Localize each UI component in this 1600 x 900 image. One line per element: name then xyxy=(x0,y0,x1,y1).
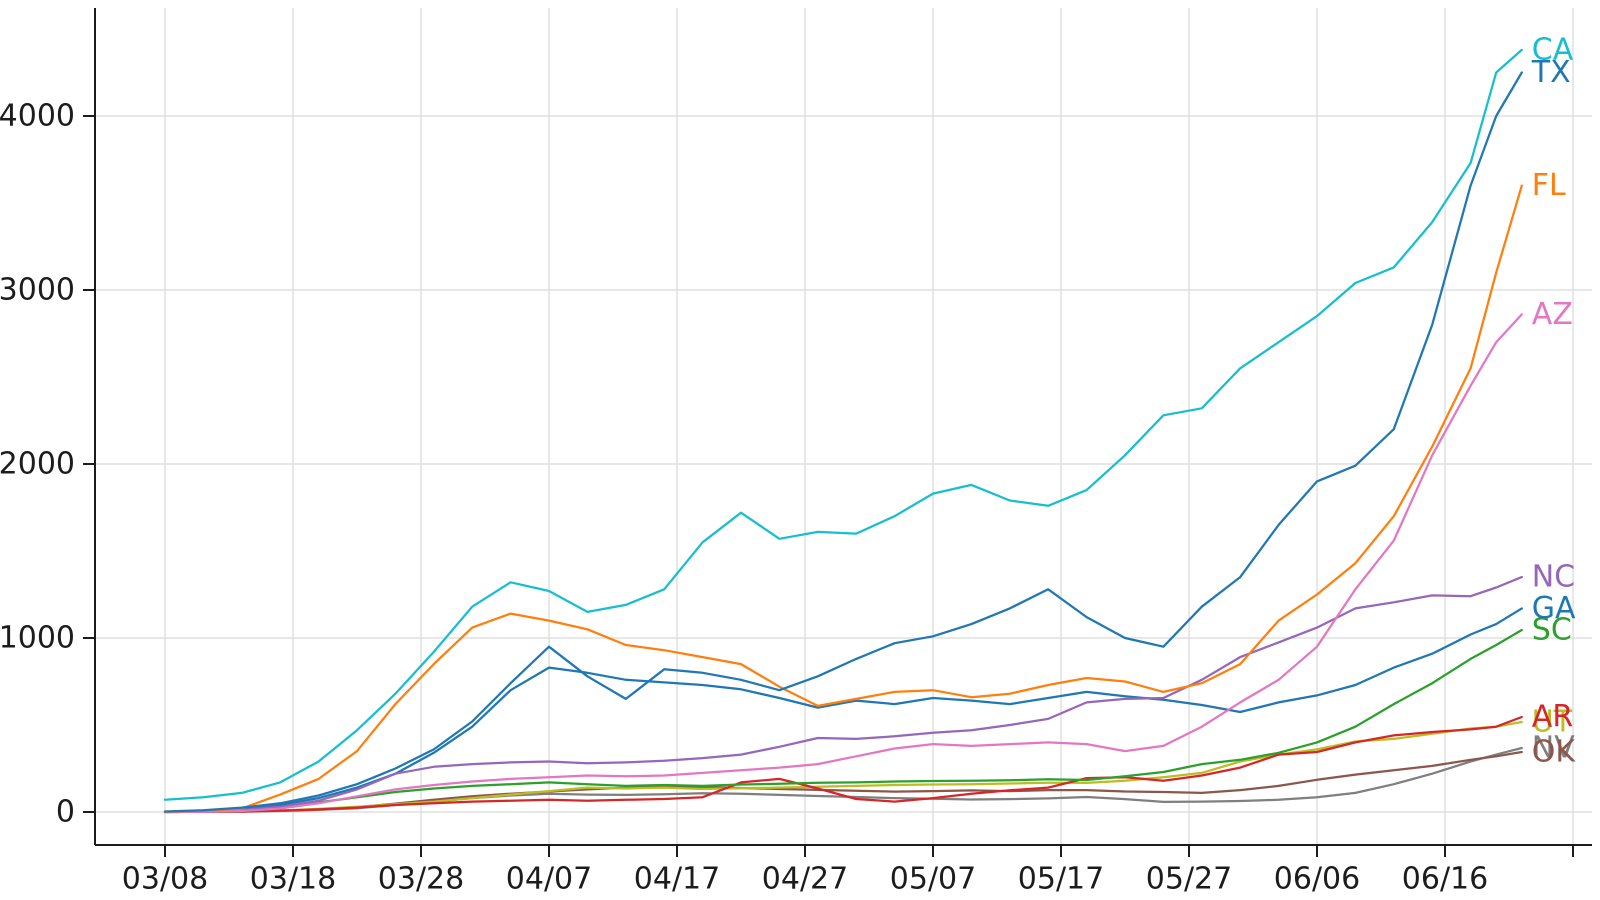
x-tick-label: 05/27 xyxy=(1146,862,1232,897)
series-label-OK: OK xyxy=(1532,734,1577,769)
y-tick-label: 4000 xyxy=(0,99,75,134)
series-label-GA: GA xyxy=(1532,591,1576,626)
y-tick-label: 3000 xyxy=(0,273,75,308)
series-label-TX: TX xyxy=(1531,55,1571,90)
series-line-AZ xyxy=(163,313,1523,814)
gridlines xyxy=(95,8,1592,845)
series-line-AR xyxy=(163,715,1523,814)
x-tick-label: 05/17 xyxy=(1018,862,1104,897)
series-line-TX xyxy=(163,71,1523,813)
series-line-NC xyxy=(163,575,1523,813)
y-tick-label: 2000 xyxy=(0,447,75,482)
series-line-SC xyxy=(163,628,1523,813)
series-label-UT: UT xyxy=(1532,705,1573,740)
series-label-FL: FL xyxy=(1532,168,1566,203)
series-line-CA xyxy=(163,48,1523,801)
axes: 03/08 03/18 03/28 04/07 04/17 04/27 05/07 05/17… xyxy=(0,8,1592,897)
series-label-AZ: AZ xyxy=(1532,297,1573,332)
series-line-GA xyxy=(163,607,1523,813)
x-tick-label: 04/17 xyxy=(634,862,720,897)
x-tick-label: 05/07 xyxy=(890,862,976,897)
series-label-NV: NV xyxy=(1532,730,1575,765)
series-lines xyxy=(163,48,1523,814)
x-tick-label: 03/18 xyxy=(250,862,336,897)
x-tick-label: 04/07 xyxy=(506,862,592,897)
x-tick-label: 03/28 xyxy=(378,862,464,897)
y-tick-label: 0 xyxy=(56,795,75,830)
x-tick-label: 06/06 xyxy=(1274,862,1360,897)
series-line-FL xyxy=(163,184,1523,813)
series-label-AR: AR xyxy=(1532,699,1573,734)
series-label-NC: NC xyxy=(1532,560,1575,595)
x-tick-label: 03/08 xyxy=(122,862,208,897)
series-label-CA: CA xyxy=(1532,32,1574,67)
y-tick-label: 1000 xyxy=(0,621,75,656)
x-tick-label: 04/27 xyxy=(762,862,848,897)
x-tick-label: 06/16 xyxy=(1402,862,1488,897)
series-label-SC: SC xyxy=(1532,612,1572,647)
